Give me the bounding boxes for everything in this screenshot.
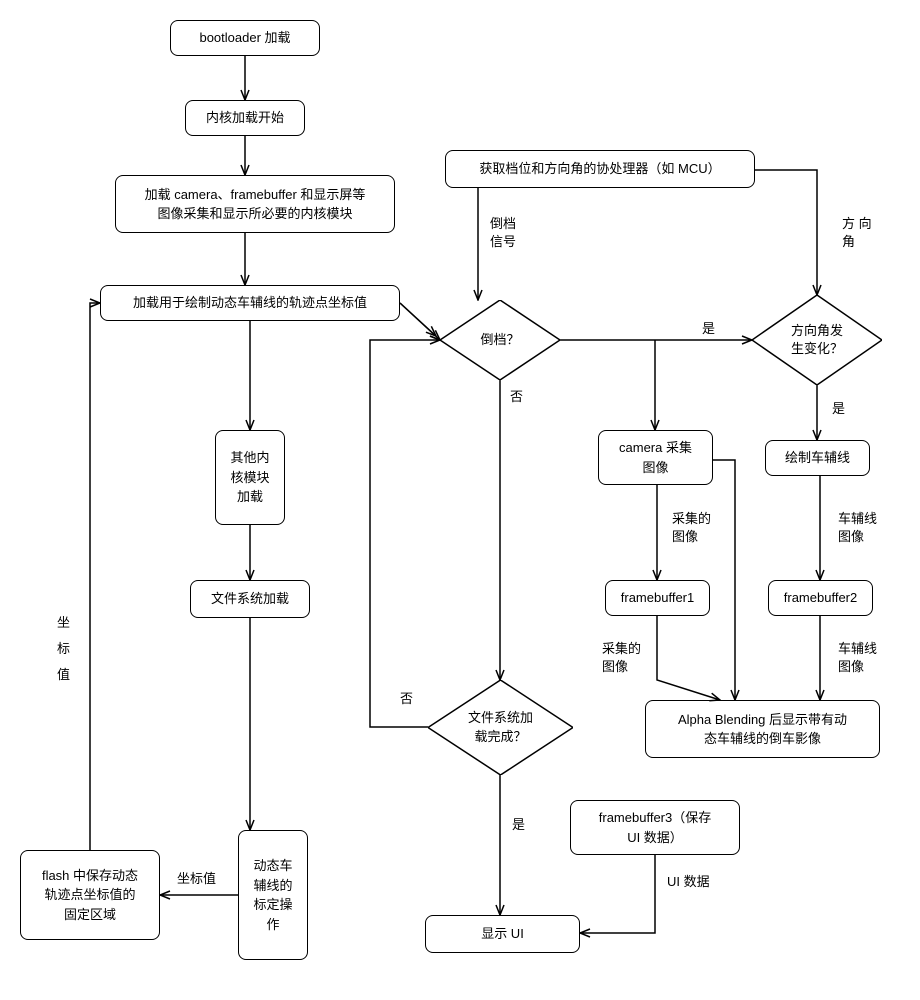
node-label: 绘制车辅线 (785, 448, 850, 468)
node-label: 动态车辅线的标定操作 (253, 856, 292, 934)
edge-label-direction-angle: 方 向角 (840, 215, 874, 251)
edge-label-ui-data: UI 数据 (665, 873, 712, 891)
node-draw-aux-line: 绘制车辅线 (765, 440, 870, 476)
node-kernel-start: 内核加载开始 (185, 100, 305, 136)
node-label: Alpha Blending 后显示带有动态车辅线的倒车影像 (678, 710, 847, 749)
edge-label-reverse-signal: 倒档信号 (488, 215, 518, 251)
node-label: framebuffer2 (784, 588, 857, 608)
edge-label-yes: 是 (700, 320, 717, 338)
decision-reverse: 倒档？ (440, 300, 560, 380)
edge-label-no: 否 (508, 388, 525, 406)
node-filesystem: 文件系统加载 (190, 580, 310, 618)
node-label: 显示 UI (481, 924, 524, 944)
node-camera-capture: camera 采集图像 (598, 430, 713, 485)
node-label: 获取档位和方向角的协处理器（如 MCU） (479, 159, 720, 179)
decision-angle-change: 方向角发生变化？ (752, 295, 882, 385)
node-bootloader: bootloader 加载 (170, 20, 320, 56)
node-framebuffer3: framebuffer3（保存UI 数据） (570, 800, 740, 855)
node-label: bootloader 加载 (199, 28, 290, 48)
edge-label-captured-image: 采集的图像 (600, 640, 643, 676)
decision-label: 文件系统加载完成？ (468, 709, 533, 745)
node-label: flash 中保存动态轨迹点坐标值的固定区域 (42, 866, 138, 925)
flowchart-canvas: bootloader 加载 内核加载开始 加载 camera、framebuff… (0, 0, 920, 1000)
node-coprocessor: 获取档位和方向角的协处理器（如 MCU） (445, 150, 755, 188)
edge-label-coord-value: 坐标值 (175, 870, 218, 888)
edge-label-aux-line-image: 车辅线图像 (836, 640, 879, 676)
node-framebuffer1: framebuffer1 (605, 580, 710, 616)
decision-label: 方向角发生变化？ (791, 322, 843, 358)
node-label: 其他内核模块加载 (230, 448, 269, 507)
edge-label-yes: 是 (510, 816, 527, 834)
edge-label-coord-value: 坐标值 (55, 610, 72, 688)
decision-label: 倒档？ (480, 331, 519, 349)
node-calibration: 动态车辅线的标定操作 (238, 830, 308, 960)
edge-label-captured-image: 采集的图像 (670, 510, 713, 546)
node-show-ui: 显示 UI (425, 915, 580, 953)
edge-label-no: 否 (398, 690, 415, 708)
edge-label-aux-line-image: 车辅线图像 (836, 510, 879, 546)
node-flash-storage: flash 中保存动态轨迹点坐标值的固定区域 (20, 850, 160, 940)
node-load-modules: 加载 camera、framebuffer 和显示屏等图像采集和显示所必要的内核… (115, 175, 395, 233)
node-other-modules: 其他内核模块加载 (215, 430, 285, 525)
node-label: 加载 camera、framebuffer 和显示屏等图像采集和显示所必要的内核… (145, 185, 366, 224)
node-load-coords: 加载用于绘制动态车辅线的轨迹点坐标值 (100, 285, 400, 321)
node-framebuffer2: framebuffer2 (768, 580, 873, 616)
node-alpha-blending: Alpha Blending 后显示带有动态车辅线的倒车影像 (645, 700, 880, 758)
decision-fs-loaded: 文件系统加载完成？ (428, 680, 573, 775)
edge-label-yes: 是 (830, 400, 847, 418)
node-label: 文件系统加载 (211, 589, 289, 609)
node-label: 内核加载开始 (206, 108, 284, 128)
node-label: framebuffer3（保存UI 数据） (599, 808, 711, 847)
node-label: 加载用于绘制动态车辅线的轨迹点坐标值 (133, 293, 367, 313)
node-label: camera 采集图像 (619, 438, 692, 477)
node-label: framebuffer1 (621, 588, 694, 608)
